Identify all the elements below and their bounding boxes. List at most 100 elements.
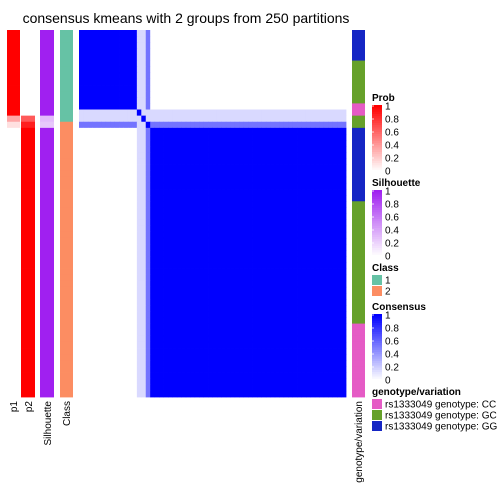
consensus-cell: [79, 42, 84, 49]
consensus-cell: [212, 341, 218, 349]
consensus-cell: [203, 78, 209, 86]
consensus-cell: [279, 30, 285, 37]
consensus-cell: [83, 189, 89, 196]
consensus-cell: [305, 36, 311, 43]
consensus-cell: [297, 311, 302, 318]
consensus-cell: [212, 293, 218, 300]
consensus-cell: [79, 341, 84, 349]
consensus-cell: [305, 237, 311, 245]
consensus-cell: [159, 54, 164, 61]
consensus-cell: [123, 54, 129, 61]
consensus-cell: [123, 91, 129, 98]
consensus-cell: [110, 323, 115, 331]
consensus-cell: [185, 158, 191, 165]
consensus-cell: [172, 189, 178, 196]
consensus-cell: [216, 390, 222, 398]
genotype-cell: [352, 121, 365, 129]
consensus-cell: [279, 152, 285, 159]
consensus-cell: [230, 317, 236, 324]
consensus-cell: [297, 182, 302, 190]
consensus-cell: [292, 78, 298, 86]
legend-gradient-step: [372, 374, 382, 377]
consensus-cell: [292, 311, 298, 318]
consensus-cell: [234, 201, 240, 208]
consensus-cell: [337, 250, 342, 257]
consensus-cell: [243, 213, 249, 221]
legend-tick-label: 1: [385, 187, 391, 198]
consensus-cell: [239, 103, 245, 110]
consensus-cell: [301, 127, 307, 135]
consensus-cell: [270, 146, 276, 153]
consensus-cell: [243, 299, 249, 306]
consensus-cell: [208, 97, 213, 104]
consensus-cell: [279, 78, 285, 86]
consensus-cell: [92, 286, 98, 294]
consensus-cell: [314, 256, 320, 263]
consensus-cell: [159, 244, 164, 251]
consensus-cell: [141, 280, 147, 288]
consensus-cell: [172, 103, 178, 110]
consensus-cell: [319, 378, 325, 386]
consensus-cell: [101, 127, 107, 135]
consensus-cell: [221, 293, 227, 300]
consensus-cell: [314, 30, 320, 37]
consensus-cell: [265, 317, 271, 324]
consensus-cell: [127, 329, 133, 337]
consensus-cell: [176, 195, 182, 202]
consensus-cell: [105, 262, 111, 269]
consensus-cell: [154, 256, 160, 263]
consensus-cell: [83, 299, 89, 306]
silhouette-cell: [40, 42, 54, 49]
genotype-cell: [352, 329, 365, 337]
legend-tick-label: 0.2: [385, 363, 399, 374]
legend-gradient-step: [372, 367, 382, 371]
consensus-cell: [87, 360, 93, 367]
consensus-cell: [199, 390, 204, 398]
consensus-cell: [154, 60, 160, 68]
consensus-cell: [136, 354, 142, 361]
consensus-cell: [136, 152, 142, 159]
consensus-cell: [274, 268, 280, 276]
consensus-cell: [265, 85, 271, 92]
consensus-cell: [270, 311, 276, 318]
consensus-cell: [203, 97, 209, 104]
consensus-cell: [159, 348, 164, 355]
consensus-cell: [190, 250, 196, 257]
genotype-cell: [352, 280, 365, 288]
consensus-cell: [239, 158, 245, 165]
consensus-cell: [234, 262, 240, 269]
consensus-cell: [185, 48, 191, 55]
consensus-cell: [208, 329, 213, 337]
consensus-cell: [216, 268, 222, 276]
consensus-cell: [168, 66, 173, 74]
consensus-cell: [225, 286, 231, 294]
consensus-cell: [132, 329, 138, 337]
consensus-cell: [265, 91, 271, 98]
consensus-cell: [114, 158, 120, 165]
consensus-cell: [288, 97, 293, 104]
consensus-cell: [270, 213, 276, 221]
consensus-cell: [132, 335, 138, 343]
consensus-cell: [305, 293, 311, 300]
consensus-cell: [181, 256, 187, 263]
consensus-cell: [328, 237, 334, 245]
consensus-cell: [225, 335, 231, 343]
consensus-cell: [203, 189, 209, 196]
consensus-cell: [119, 341, 124, 349]
consensus-cell: [279, 293, 285, 300]
consensus-cell: [314, 231, 320, 239]
consensus-cell: [185, 127, 191, 135]
consensus-cell: [212, 115, 218, 123]
consensus-cell: [127, 317, 133, 324]
silhouette-cell: [40, 305, 54, 312]
p1-cell: [7, 72, 20, 80]
consensus-cell: [163, 176, 169, 184]
consensus-cell: [208, 366, 213, 373]
consensus-cell: [79, 133, 84, 141]
consensus-cell: [190, 231, 196, 239]
consensus-cell: [114, 121, 120, 129]
consensus-cell: [270, 201, 276, 208]
consensus-cell: [283, 170, 289, 178]
p2-cell: [21, 91, 35, 98]
consensus-cell: [314, 274, 320, 282]
